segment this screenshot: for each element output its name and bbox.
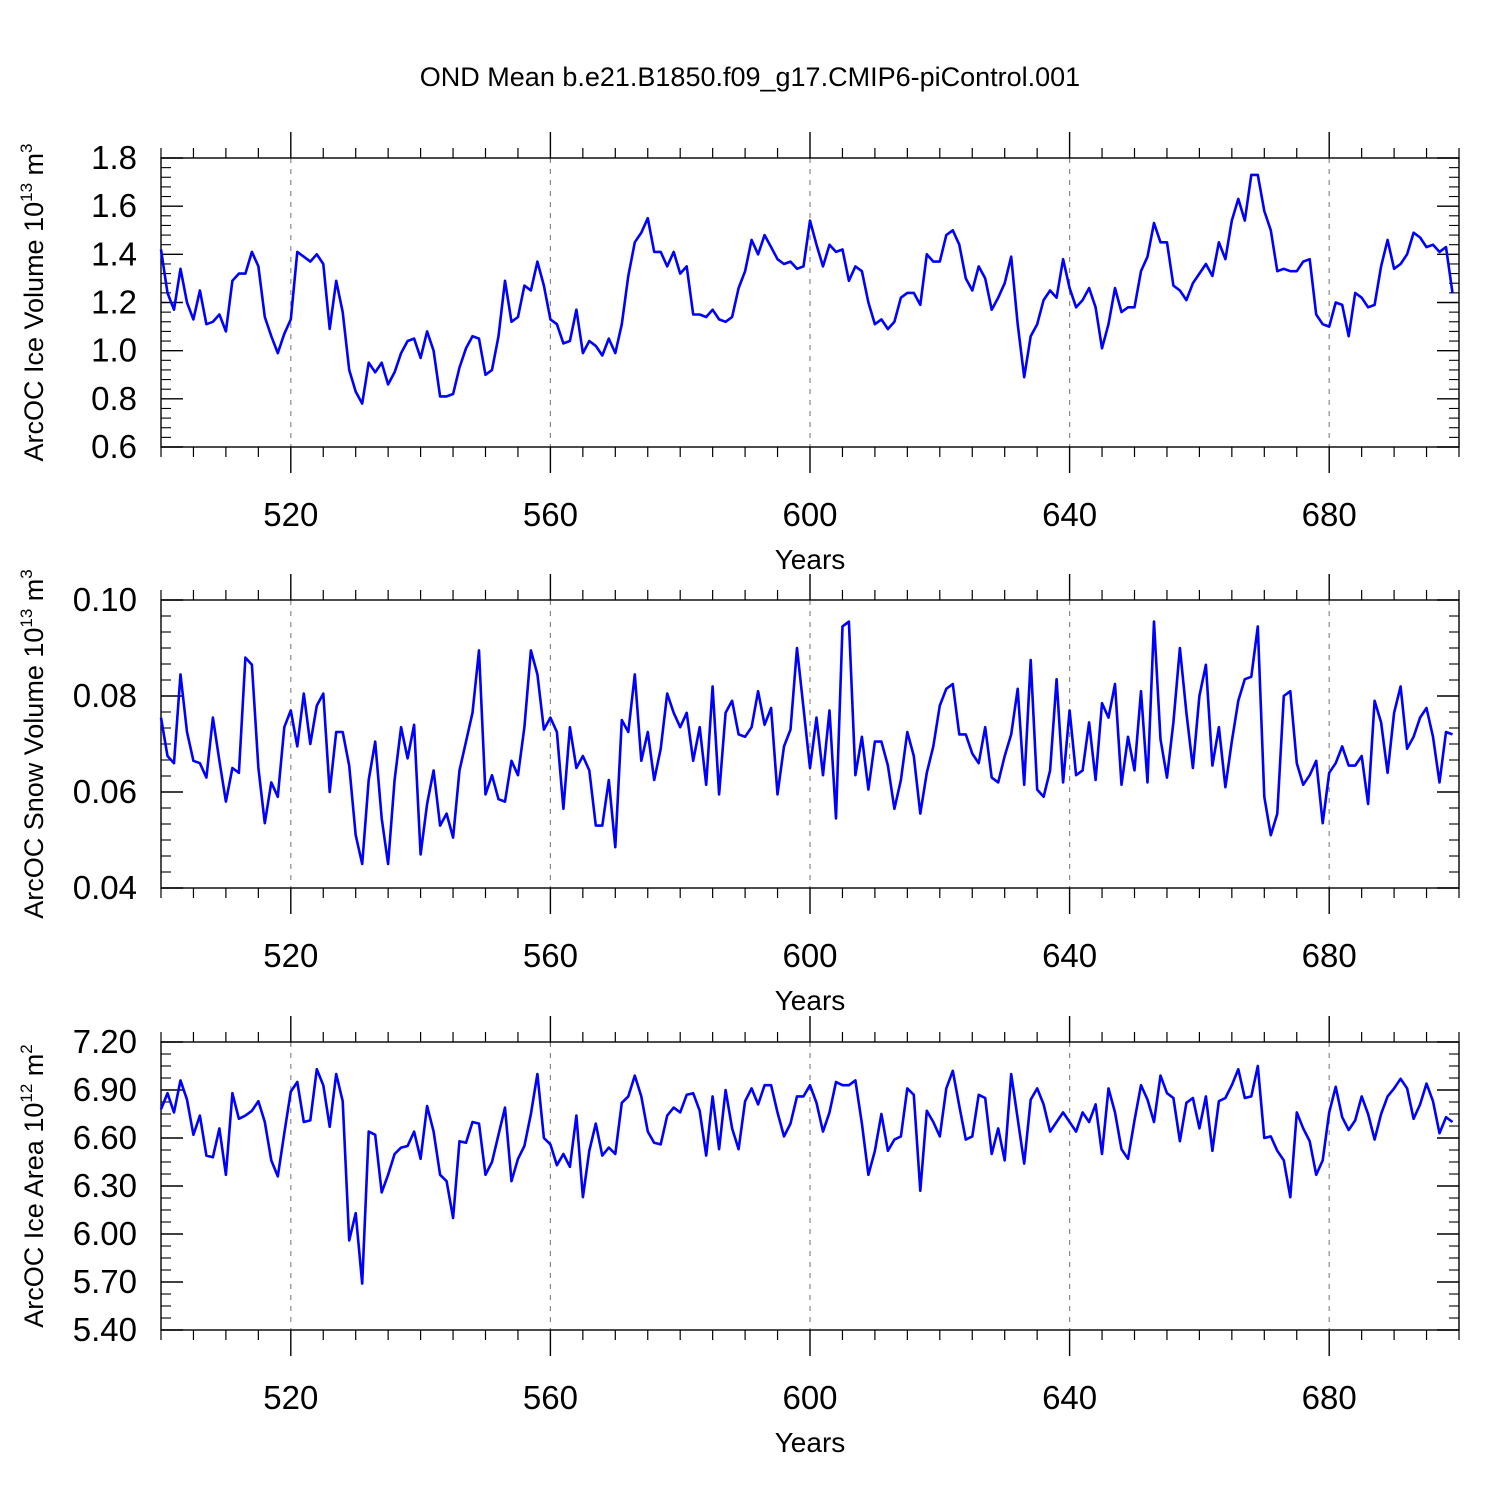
x-tick-label: 520 — [263, 496, 318, 533]
y-tick-label: 0.04 — [73, 869, 137, 906]
x-tick-label: 680 — [1302, 496, 1357, 533]
x-tick-label: 560 — [523, 937, 578, 974]
x-tick-label: 600 — [782, 1379, 837, 1416]
y-axis-label: ArcOC Ice Area 1012 m2 — [17, 1044, 49, 1328]
y-axis-label-unit: m — [19, 1054, 49, 1084]
y-axis-label-text: ArcOC Snow Volume 10 — [19, 628, 49, 919]
y-axis-label-exponent: 12 — [17, 1084, 36, 1103]
x-tick-label: 520 — [263, 937, 318, 974]
x-axis-label: Years — [775, 544, 846, 575]
y-tick-label: 1.8 — [91, 139, 137, 176]
y-tick-label: 1.6 — [91, 187, 137, 224]
panel-ice-area: 5.40 5.70 6.00 6.30 6.60 6.90 7.20 520 560 600 640… — [17, 1016, 1460, 1458]
y-tick-label: 5.40 — [73, 1311, 137, 1348]
y-axis-label-unit-exponent: 3 — [17, 569, 36, 578]
x-tick-label: 600 — [782, 937, 837, 974]
y-tick-label: 1.4 — [91, 235, 137, 272]
x-tick-label: 640 — [1042, 1379, 1097, 1416]
y-tick-label: 1.2 — [91, 284, 137, 321]
y-tick-label: 6.30 — [73, 1167, 137, 1204]
figure-title: OND Mean b.e21.B1850.f09_g17.CMIP6-piCon… — [419, 62, 1081, 92]
y-tick-label: 0.10 — [73, 581, 137, 618]
y-axis-label-unit: m — [19, 579, 49, 609]
y-axis-label: ArcOC Snow Volume 1013 m3 — [17, 569, 49, 919]
panel-snow-volume: 0.04 0.06 0.08 0.10 520 560 600 640 680 Years ArcO… — [17, 569, 1460, 1016]
series-line-ice-area — [159, 1064, 1454, 1285]
series-line-ice-volume — [159, 173, 1454, 405]
y-axis-label-exponent: 13 — [17, 183, 36, 202]
x-tick-label: 560 — [523, 1379, 578, 1416]
x-tick-label: 680 — [1302, 937, 1357, 974]
panel-ice-volume: 0.6 0.8 1.0 1.2 1.4 1.6 1.8 520 560 600 640 680 Year… — [17, 132, 1460, 575]
x-tick-label: 520 — [263, 1379, 318, 1416]
y-axis-label: ArcOC Ice Volume 1013 m3 — [17, 143, 49, 461]
series-line-snow-volume — [159, 620, 1453, 866]
y-axis-label-unit: m — [19, 153, 49, 183]
x-tick-label: 640 — [1042, 496, 1097, 533]
y-tick-label: 6.00 — [73, 1215, 137, 1252]
x-tick-label: 680 — [1302, 1379, 1357, 1416]
y-tick-label: 1.0 — [91, 332, 137, 369]
y-axis-label-text: ArcOC Ice Area 10 — [19, 1103, 49, 1328]
y-tick-label: 6.90 — [73, 1071, 137, 1108]
y-tick-label: 0.08 — [73, 677, 137, 714]
y-tick-label: 6.60 — [73, 1119, 137, 1156]
y-tick-label: 7.20 — [73, 1023, 137, 1060]
x-tick-label: 600 — [782, 496, 837, 533]
x-tick-label: 560 — [523, 496, 578, 533]
x-tick-label: 640 — [1042, 937, 1097, 974]
y-tick-label: 5.70 — [73, 1263, 137, 1300]
y-axis-label-text: ArcOC Ice Volume 10 — [19, 202, 49, 462]
y-tick-label: 0.6 — [91, 428, 137, 465]
y-tick-label: 0.06 — [73, 773, 137, 810]
y-tick-label: 0.8 — [91, 380, 137, 417]
y-axis-label-unit-exponent: 2 — [17, 1044, 36, 1053]
y-axis-label-unit-exponent: 3 — [17, 143, 36, 152]
x-axis-label: Years — [775, 985, 846, 1016]
x-axis-label: Years — [775, 1427, 846, 1458]
y-axis-label-exponent: 13 — [17, 609, 36, 628]
